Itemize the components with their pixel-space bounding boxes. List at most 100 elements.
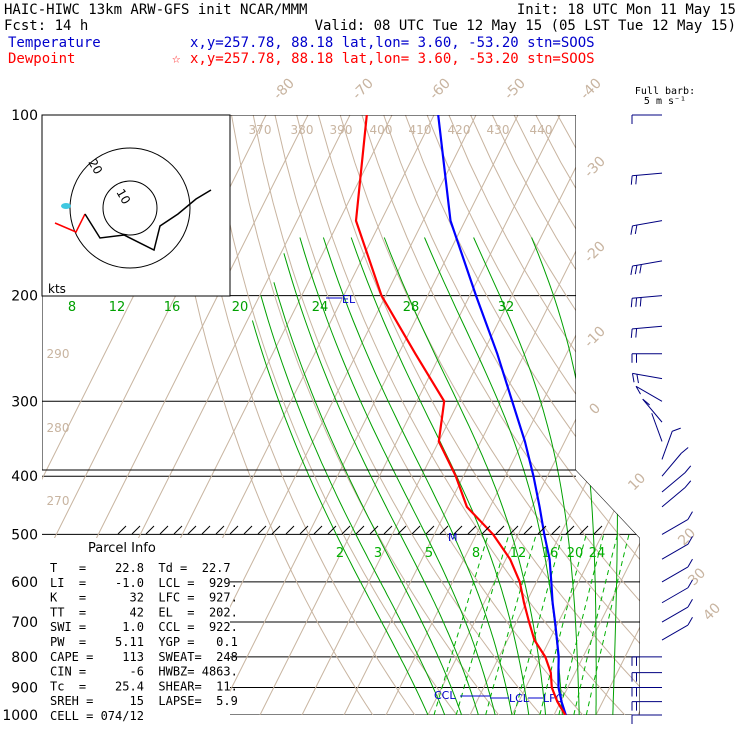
parcel-title: Parcel Info — [88, 541, 156, 556]
dry-adiabat-line — [535, 115, 640, 715]
mixing-ratio-line — [573, 534, 618, 715]
theta-label: 370 — [249, 123, 272, 137]
theta-label: 400 — [370, 123, 393, 137]
pressure-tick-label: 600 — [11, 575, 38, 591]
hatch-mark — [117, 525, 127, 535]
wind-barb-shaft — [661, 624, 689, 641]
moist-adiabat-line — [424, 237, 563, 715]
theta-label: 420 — [448, 123, 471, 137]
header-title: HAIC-HIWC 13km ARW-GFS init NCAR/MMM — [4, 2, 307, 18]
theta-e-label: 12 — [109, 300, 126, 315]
lcl-label: LCL — [509, 692, 530, 705]
dry-adiabat-line — [252, 115, 542, 715]
hodograph-ring-label: 20 — [85, 157, 105, 177]
parcel-row: SWI = 1.0 CCL = 922. — [50, 620, 238, 634]
dewpoint-star-icon: ☆ — [172, 51, 181, 67]
dry-adiabat-line — [361, 115, 640, 715]
hatch-mark — [299, 525, 309, 535]
theta-label: 390 — [330, 123, 353, 137]
isotherm-label: -20 — [581, 238, 608, 265]
wind-barb-shaft — [661, 606, 689, 623]
barb-legend-title: Full barb: — [635, 86, 695, 97]
wind-barb-flag — [639, 297, 642, 307]
wind-barb-flag — [639, 264, 642, 274]
ccl-label: CCL — [434, 689, 456, 702]
hatch-mark — [257, 525, 267, 535]
wind-barb-shaft — [661, 566, 689, 583]
parcel-info-box: Parcel Info T = 22.8 Td = 22.7LI = -1.0 L… — [42, 525, 603, 723]
hodograph-trace-upper — [84, 189, 212, 252]
wind-barb-shaft — [661, 587, 689, 604]
isotherm-line — [637, 115, 640, 715]
plot-frame — [42, 115, 577, 471]
hodograph-trace-low — [54, 213, 86, 233]
dry-adiabat-line — [165, 115, 374, 715]
hatch-mark — [215, 525, 225, 535]
parcel-row: Tc = 25.4 SHEAR= 11. — [50, 679, 238, 693]
hatch-mark — [495, 525, 505, 535]
hatch-mark — [425, 525, 435, 535]
wind-barb-shaft — [651, 413, 663, 442]
pressure-tick-label: 900 — [11, 681, 38, 697]
mixing-ratio-label: 2 — [336, 546, 344, 561]
wind-barb-flag — [630, 328, 633, 338]
theta-e-label: 24 — [312, 300, 329, 315]
hatch-mark — [439, 525, 449, 535]
hatch-mark — [397, 525, 407, 535]
parcel-row: T = 22.8 Td = 22.7 — [50, 561, 231, 575]
wind-barb-flag — [635, 386, 641, 395]
mixing-ratio-line — [585, 534, 630, 715]
mixing-ratio-line — [539, 534, 587, 715]
hatch-mark — [369, 525, 379, 535]
theta-label: 380 — [291, 123, 314, 137]
wind-barb-shaft — [635, 385, 663, 402]
parcel-row: LI = -1.0 LCL = 929. — [50, 576, 238, 590]
hatch-mark — [523, 525, 533, 535]
mixing-ratio-label: 5 — [425, 546, 433, 561]
wind-barb-flag — [636, 374, 639, 384]
pressure-tick-label: 200 — [11, 289, 38, 305]
hatch-mark — [243, 525, 253, 535]
dry-adiabat-line — [600, 115, 640, 715]
mixing-ratio-label: 8 — [472, 546, 480, 561]
moist-adiabat-line — [260, 295, 446, 715]
dry-adiabat-line — [426, 115, 640, 715]
isotherm-line — [217, 115, 519, 715]
moist-adiabat-line — [273, 282, 463, 715]
theta-label: 270 — [47, 494, 70, 508]
wind-barb-flag — [630, 298, 633, 308]
hatch-mark — [579, 525, 589, 535]
hodograph-ring-outer — [69, 147, 191, 269]
mixing-ratio-line — [558, 534, 605, 715]
hatch-mark — [509, 525, 519, 535]
hodograph: 10 20 kts — [41, 114, 231, 297]
isotherm-label: -70 — [349, 75, 376, 102]
dry-adiabat-line — [296, 115, 626, 715]
hatch-mark — [481, 525, 491, 535]
parcel-row: CIN = -6 HWBZ= 4863. — [50, 665, 238, 679]
wind-barb-flag — [630, 225, 633, 235]
wind-barbs — [630, 114, 693, 724]
hatch-mark — [355, 525, 365, 535]
header-valid: Valid: 08 UTC Tue 12 May 15 (05 LST Tue … — [315, 18, 736, 34]
hatch-mark — [159, 525, 169, 535]
hatch-mark — [285, 525, 295, 535]
dry-adiabat-line — [317, 115, 640, 715]
moist-adiabat-line — [590, 237, 618, 715]
el-label: EL — [342, 293, 356, 306]
wind-barb-shaft — [632, 260, 663, 267]
wind-barb-flag — [672, 427, 681, 432]
wind-barb-flag — [630, 175, 633, 185]
pressure-tick-label: 100 — [11, 108, 38, 124]
wind-barb-flag — [642, 398, 650, 406]
theta-label: 430 — [487, 123, 510, 137]
hatch-mark — [341, 525, 351, 535]
hatch-mark — [383, 525, 393, 535]
dry-adiabat-line — [578, 115, 640, 715]
dewpoint-label: Dewpoint — [8, 51, 75, 67]
mixing-ratio-line — [455, 534, 510, 715]
wind-barb-shaft — [632, 220, 663, 227]
wind-barb-shaft — [661, 518, 689, 535]
isotherm-line — [680, 115, 740, 715]
barb-legend-units: 5 m s⁻¹ — [644, 96, 686, 107]
